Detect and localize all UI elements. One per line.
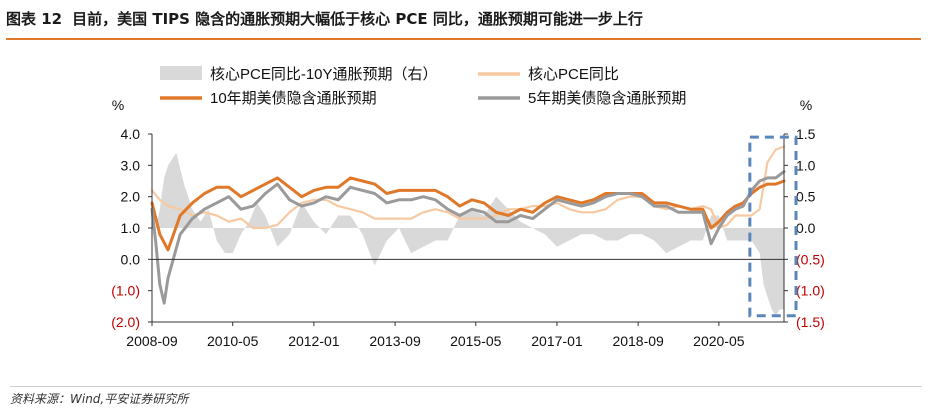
figure-number: 图表 12 (6, 10, 63, 28)
right-tick-label: (1.0) (796, 283, 825, 299)
right-tick-label: 0.5 (796, 189, 816, 205)
right-tick-label: 1.0 (796, 157, 816, 173)
x-tick-label: 2017-01 (531, 333, 583, 349)
breakeven-10y-line (150, 176, 786, 252)
x-tick-label: 2008-09 (126, 333, 178, 349)
chart-area: 4.0 3.0 2.0 1.0 0.0 (1.0) (2.0) 1.5 1.0 0.5 0.0 (0.… (0, 40, 931, 380)
right-tick-label: 1.5 (796, 126, 816, 142)
legend-label: 5年期美债隐含通胀预期 (528, 90, 686, 107)
source-note: 资料来源：Wind,平安证券研究所 (10, 386, 922, 407)
right-tick-label: 0.0 (796, 220, 816, 236)
left-tick-label: (2.0) (111, 314, 140, 330)
x-tick-label: 2018-09 (612, 333, 664, 349)
highlight-box (748, 135, 798, 318)
right-axis-unit: % (800, 97, 812, 113)
left-tick-label: (1.0) (111, 283, 140, 299)
x-tick-label: 2010-05 (207, 333, 259, 349)
left-tick-label: 3.0 (121, 157, 141, 173)
legend-label: 核心PCE同比-10Y通胀预期（右） (210, 66, 438, 83)
core-pce-line (150, 145, 786, 230)
left-tick-label: 1.0 (121, 220, 141, 236)
x-tick-label: 2015-05 (450, 333, 502, 349)
x-tick-label: 2020-05 (693, 333, 745, 349)
chart-svg: 4.0 3.0 2.0 1.0 0.0 (1.0) (2.0) 1.5 1.0 0.5 0.0 (0.… (111, 66, 825, 349)
figure-title-text: 目前，美国 TIPS 隐含的通胀预期大幅低于核心 PCE 同比，通胀预期可能进一… (72, 10, 643, 28)
right-tick-label: (0.5) (796, 251, 825, 267)
left-tick-label: 0.0 (121, 251, 141, 267)
gap-area-series (152, 152, 784, 316)
legend-label: 核心PCE同比 (528, 66, 619, 83)
legend-swatch-area (160, 66, 202, 80)
right-tick-label: (1.5) (796, 314, 825, 330)
left-axis-unit: % (112, 97, 124, 113)
x-tick-label: 2012-01 (288, 333, 340, 349)
left-tick-label: 2.0 (121, 189, 141, 205)
left-tick-label: 4.0 (121, 126, 141, 142)
x-tick-label: 2013-09 (369, 333, 421, 349)
breakeven-5y-line (150, 170, 786, 305)
legend-label: 10年期美债隐含通胀预期 (210, 90, 377, 107)
figure-title: 图表 12 目前，美国 TIPS 隐含的通胀预期大幅低于核心 PCE 同比，通胀预… (6, 8, 921, 40)
